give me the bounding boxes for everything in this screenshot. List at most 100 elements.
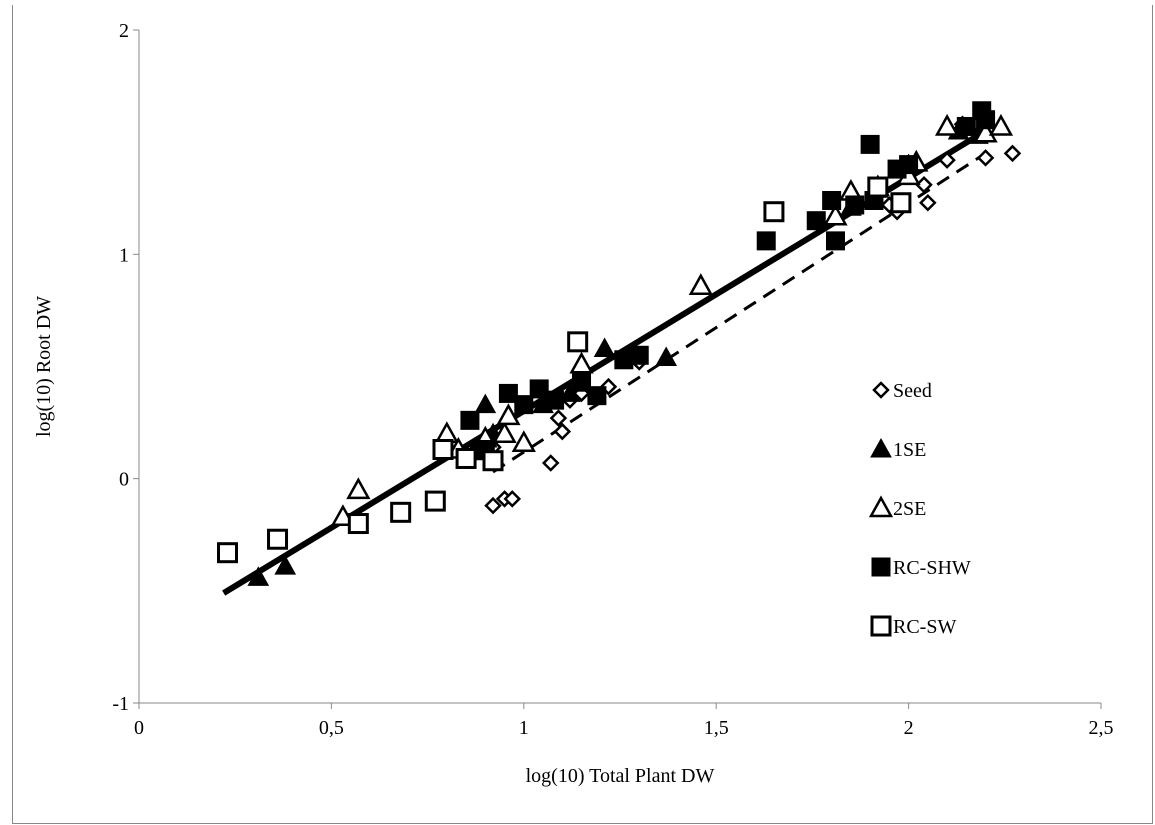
square-shape — [545, 390, 565, 410]
data-point — [1003, 144, 1022, 163]
data-point — [976, 149, 995, 167]
triangle-shape — [973, 120, 998, 143]
data-point — [593, 337, 616, 358]
triangle-shape — [868, 495, 894, 518]
data-point — [514, 395, 534, 415]
triangle-shape — [559, 382, 581, 402]
data-point — [938, 151, 956, 169]
data-point — [825, 231, 845, 251]
diamond-shape — [541, 454, 560, 472]
data-point — [915, 176, 933, 194]
trendline-dashed — [492, 152, 987, 474]
y-axis-title: log(10) Root DW — [33, 296, 55, 437]
square-shape — [629, 345, 649, 365]
diamond-shape — [553, 422, 572, 441]
triangle-shape — [593, 337, 616, 358]
x-tick-label: 1 — [519, 717, 529, 739]
square-shape — [347, 513, 369, 535]
square-shape — [845, 195, 865, 215]
data-point — [424, 490, 446, 512]
legend-label: RC-SHW — [893, 557, 971, 579]
legend-label: 2SE — [893, 498, 926, 520]
legend-marker — [872, 381, 890, 399]
data-point — [511, 430, 536, 453]
data-point — [629, 345, 649, 365]
legend-item: Seed — [872, 380, 932, 402]
square-shape — [976, 110, 996, 130]
x-tick-label: 2 — [904, 717, 914, 739]
legend-item: RC-SW — [870, 615, 956, 638]
y-tick-label: 1 — [119, 244, 129, 266]
data-point — [217, 542, 239, 564]
diamond-shape — [976, 149, 995, 167]
triangle-shape — [823, 203, 848, 226]
data-point — [390, 501, 412, 523]
square-shape — [763, 201, 785, 223]
square-shape — [871, 557, 891, 577]
diamond-shape — [915, 176, 933, 194]
legend-marker — [870, 437, 892, 458]
data-point — [823, 203, 848, 226]
square-shape — [529, 379, 549, 399]
triangle-shape — [247, 566, 270, 586]
square-shape — [424, 490, 446, 512]
data-point — [247, 566, 270, 586]
triangle-shape — [492, 421, 517, 444]
x-tick-label: 0 — [134, 717, 144, 739]
data-point — [860, 134, 880, 154]
square-shape — [956, 116, 976, 136]
triangle-shape — [274, 555, 297, 575]
data-point — [976, 110, 996, 130]
legend-label: Seed — [893, 380, 932, 402]
square-shape — [482, 450, 504, 472]
data-point — [346, 477, 371, 500]
square-shape — [460, 410, 480, 430]
square-shape — [455, 447, 477, 469]
square-shape — [870, 615, 892, 637]
data-point — [559, 382, 581, 402]
legend-item: RC-SHW — [871, 557, 971, 579]
square-shape — [267, 528, 289, 550]
x-tick-label: 2,5 — [1089, 717, 1114, 739]
data-point — [587, 386, 607, 406]
data-point — [541, 454, 560, 472]
square-shape — [890, 192, 912, 214]
y-tick-label: 0 — [119, 469, 129, 491]
square-shape — [899, 155, 919, 175]
legend-marker — [868, 495, 894, 518]
triangle-shape — [474, 393, 497, 414]
square-shape — [756, 231, 776, 251]
series-seed — [484, 115, 1022, 515]
data-point — [496, 403, 521, 426]
square-shape — [867, 176, 889, 198]
data-point — [919, 193, 937, 212]
data-point — [956, 116, 976, 136]
square-shape — [822, 190, 842, 210]
data-point — [492, 421, 517, 444]
data-point — [484, 496, 502, 515]
data-point — [569, 351, 594, 374]
x-tick-label: 0,5 — [319, 717, 344, 739]
square-shape — [860, 134, 880, 154]
series-rc-sw — [217, 176, 912, 564]
data-point — [553, 422, 572, 441]
diamond-shape — [503, 490, 522, 508]
data-point — [845, 195, 865, 215]
data-point — [688, 273, 713, 295]
data-point — [572, 372, 592, 392]
diamond-shape — [1003, 144, 1022, 163]
square-shape — [806, 211, 826, 231]
triangle-shape — [934, 113, 960, 136]
data-point — [503, 490, 522, 508]
data-point — [973, 120, 998, 143]
data-point — [274, 555, 297, 575]
data-point — [267, 528, 289, 550]
data-point — [655, 346, 678, 367]
data-point — [455, 447, 477, 469]
square-shape — [498, 383, 518, 403]
data-point — [482, 450, 504, 472]
y-tick-label: 2 — [119, 20, 129, 42]
y-tick-label: -1 — [112, 693, 129, 715]
